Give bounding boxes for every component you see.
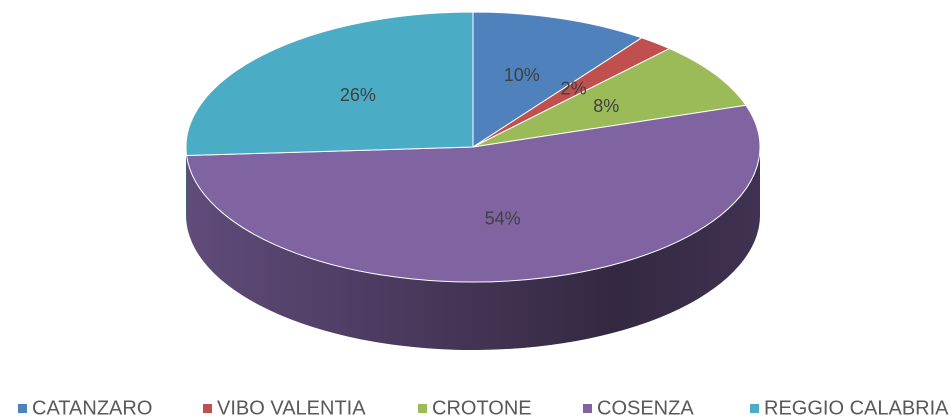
legend-swatch bbox=[750, 404, 759, 413]
legend: CATANZARO VIBO VALENTIA CROTONE COSENZA REGG… bbox=[18, 397, 949, 419]
legend-swatch bbox=[418, 404, 427, 413]
legend-swatch bbox=[203, 404, 212, 413]
side-shade bbox=[186, 147, 187, 224]
data-label: 8% bbox=[593, 96, 619, 116]
slice bbox=[472, 11, 643, 148]
side-shade bbox=[186, 147, 760, 351]
legend-label: VIBO VALENTIA bbox=[217, 397, 366, 419]
slice bbox=[185, 104, 761, 283]
legend-label: REGGIO CALABRIA bbox=[764, 397, 949, 419]
data-label: 2% bbox=[561, 79, 587, 99]
slice bbox=[472, 48, 747, 148]
legend-label: CATANZARO bbox=[32, 397, 152, 419]
legend-label: COSENZA bbox=[597, 397, 694, 419]
legend-swatch bbox=[18, 404, 27, 413]
slice bbox=[185, 11, 474, 156]
pie-labels: 10% 2% 8% 54% 26% bbox=[340, 65, 619, 229]
legend-label: CROTONE bbox=[432, 397, 532, 419]
data-label: 54% bbox=[485, 209, 521, 229]
data-label: 10% bbox=[504, 65, 540, 85]
data-label: 26% bbox=[340, 85, 376, 105]
pie-sides bbox=[186, 147, 760, 351]
pie-tops bbox=[185, 11, 761, 283]
legend-swatch bbox=[583, 404, 592, 413]
